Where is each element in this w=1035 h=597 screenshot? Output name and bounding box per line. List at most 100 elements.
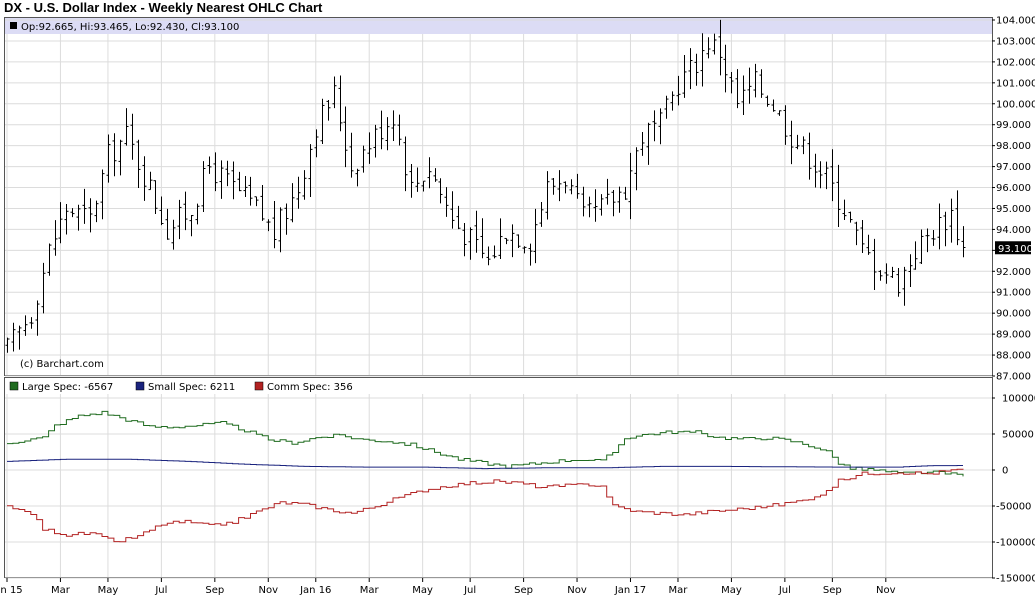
price-panel: 87.00088.00089.00090.00091.00092.00093.0… <box>4 16 1035 383</box>
ohlc-bar <box>213 152 218 192</box>
price-tick-label: 97.000 <box>996 162 1031 173</box>
ohlc-bar <box>943 211 948 247</box>
ohlc-bar <box>480 218 485 259</box>
ohlc-bar <box>694 53 699 86</box>
cot-series-comm <box>7 468 964 543</box>
ohlc-bar <box>302 170 307 200</box>
ohlc-bar <box>848 211 853 223</box>
ohlc-bar <box>254 196 259 207</box>
price-tick-label: 96.000 <box>996 183 1031 194</box>
ohlc-bar <box>783 105 788 145</box>
price-y-axis: 87.00088.00089.00090.00091.00092.00093.0… <box>992 16 1035 383</box>
price-tick-label: 100.000 <box>996 99 1035 110</box>
price-info-text: Op:92.665, Hi:93.465, Lo:92.430, Cl:93.1… <box>21 22 239 33</box>
ohlc-bar <box>581 186 586 217</box>
ohlc-bar <box>955 190 960 246</box>
ohlc-bar <box>729 72 734 94</box>
ohlc-bar <box>533 208 538 264</box>
ohlc-bar <box>284 203 289 235</box>
ohlc-bar <box>17 325 22 350</box>
price-tick-label: 87.000 <box>996 372 1031 383</box>
ohlc-bar <box>367 132 372 164</box>
ohlc-bar <box>5 337 10 353</box>
last-value-badge: 93.100 <box>995 241 1033 255</box>
price-tick-label: 88.000 <box>996 351 1031 362</box>
ohlc-bar <box>456 205 461 230</box>
price-tick-label: 94.000 <box>996 225 1031 236</box>
ohlc-bar <box>866 234 871 255</box>
ohlc-bar <box>82 188 87 224</box>
x-tick-label: Sep <box>205 585 224 596</box>
ohlc-bar <box>231 161 236 200</box>
ohlc-bar <box>397 114 402 146</box>
ohlc-bar <box>385 117 390 151</box>
ohlc-bar <box>70 208 75 218</box>
ohlc-bar <box>403 136 408 192</box>
ohlc-bar <box>314 129 319 158</box>
ohlc-bar <box>718 19 723 76</box>
ohlc-bar <box>260 184 265 221</box>
ohlc-bar <box>557 170 562 202</box>
ohlc-bar <box>925 228 930 253</box>
price-info-marker <box>10 22 17 29</box>
ohlc-bar <box>124 108 129 146</box>
ohlc-bar <box>112 133 117 177</box>
ohlc-bar <box>896 268 901 297</box>
ohlc-bar <box>569 179 574 195</box>
ohlc-bar <box>433 168 438 182</box>
ohlc-bar <box>700 33 705 87</box>
legend-swatch-large <box>9 381 19 391</box>
ohlc-bar <box>539 202 544 227</box>
ohlc-bar <box>207 156 212 174</box>
cot-series-small <box>7 458 963 470</box>
ohlc-bar <box>195 203 200 225</box>
ohlc-bar <box>53 220 58 256</box>
ohlc-bar <box>670 91 675 111</box>
ohlc-bar <box>682 54 687 98</box>
ohlc-bar <box>462 223 467 257</box>
ohlc-bar <box>658 108 663 145</box>
ohlc-bar <box>290 183 295 223</box>
ohlc-bar <box>913 241 918 270</box>
price-tick-label: 90.000 <box>996 309 1031 320</box>
ohlc-bar <box>646 122 651 165</box>
ohlc-bar <box>551 177 556 195</box>
ohlc-bar <box>343 106 348 168</box>
price-tick-label: 89.000 <box>996 330 1031 341</box>
ohlc-bar <box>878 270 883 281</box>
cot-tick-label: -50000 <box>996 502 1031 513</box>
x-tick-label: Mar <box>51 585 71 596</box>
ohlc-bar <box>723 44 728 93</box>
ohlc-bar <box>599 194 604 216</box>
ohlc-bar <box>813 153 818 188</box>
ohlc-bar <box>908 254 913 288</box>
price-bars <box>5 19 966 353</box>
ohlc-bar <box>225 160 230 187</box>
ohlc-bar <box>355 168 360 187</box>
price-tick-label: 92.000 <box>996 267 1031 278</box>
last-value-badge-text: 93.100 <box>998 244 1033 255</box>
ohlc-bar <box>338 75 343 132</box>
ohlc-bar <box>64 203 69 235</box>
x-tick-label: Jan 15 <box>0 585 23 596</box>
ohlc-bar <box>836 164 841 228</box>
ohlc-bar <box>765 95 770 107</box>
ohlc-bar <box>688 48 693 90</box>
ohlc-bar <box>201 161 206 212</box>
ohlc-bar <box>438 178 443 204</box>
x-tick-label: Nov <box>567 585 587 596</box>
ohlc-bar <box>58 202 63 244</box>
cot-panel-border <box>4 377 993 578</box>
price-tick-label: 98.000 <box>996 141 1031 152</box>
x-tick-label: Jul <box>463 585 476 596</box>
ohlc-bar <box>308 144 313 198</box>
ohlc-bar <box>575 173 580 199</box>
ohlc-bar <box>332 76 337 109</box>
ohlc-bar <box>29 317 34 329</box>
price-tick-label: 102.000 <box>996 57 1035 68</box>
ohlc-bar <box>830 149 835 202</box>
ohlc-bar <box>373 124 378 158</box>
ohlc-bar <box>153 180 158 215</box>
ohlc-bar <box>421 180 426 192</box>
